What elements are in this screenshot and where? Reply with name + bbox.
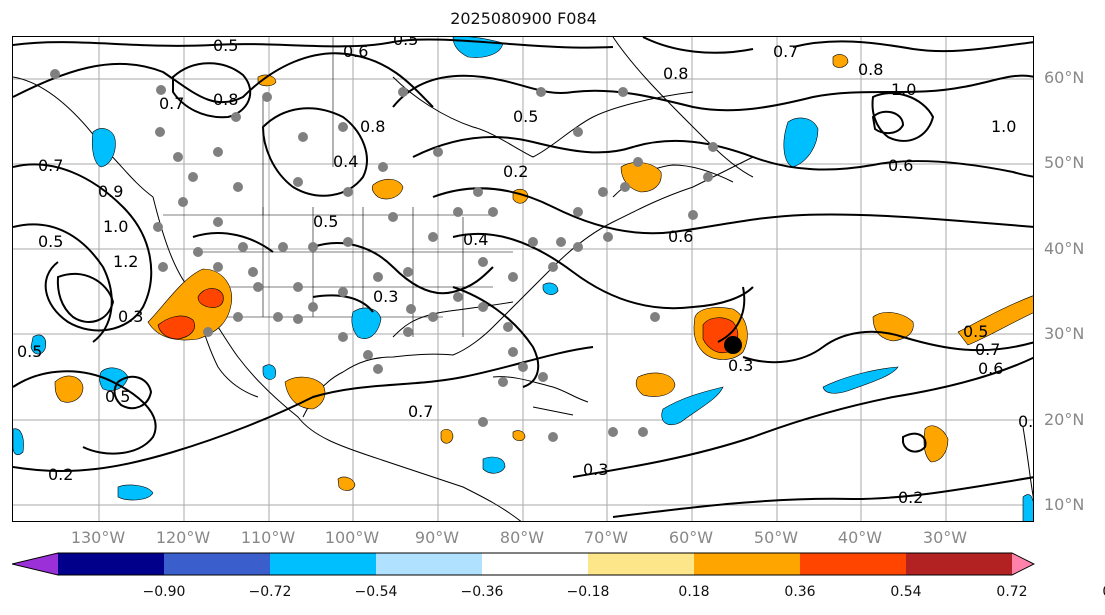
lat-label: 10°N — [1044, 495, 1085, 514]
colorbar-extend-low — [12, 553, 58, 575]
contour-label: 1.2 — [113, 252, 138, 271]
graticule — [13, 37, 1033, 521]
contour-label: 0.4 — [333, 152, 358, 171]
contour-label: 0.6 — [343, 42, 368, 61]
contour-label: 0.3 — [373, 287, 398, 306]
lon-label: 110°W — [240, 528, 296, 547]
lat-label: 60°N — [1044, 68, 1085, 87]
lon-label: 90°W — [414, 528, 460, 547]
colorbar-segment — [58, 553, 165, 575]
contour-label: 0.5 — [393, 37, 418, 49]
contour-label: 0.8 — [360, 117, 385, 136]
contour-label: 0.7 — [38, 156, 63, 175]
colorbar-tick-label: 0.90 — [1102, 584, 1105, 600]
colorbar-segments — [12, 553, 1034, 575]
colorbar-tick-label: 0.18 — [678, 584, 710, 600]
contour-label: 0.7 — [408, 402, 433, 421]
map-title: 2025080900 F084 — [450, 9, 597, 28]
lat-label: 50°N — [1044, 153, 1085, 172]
contour-label: 0.6 — [978, 359, 1003, 378]
contour-label: 0.3 — [118, 307, 143, 326]
contour-label: 0.5 — [38, 232, 63, 251]
colorbar-tick-label: −0.54 — [354, 584, 398, 600]
colorbar-segment — [800, 553, 907, 575]
station-dots — [50, 69, 718, 442]
contour-label: 0.8 — [213, 90, 238, 109]
contour-label: 1.0 — [891, 80, 916, 99]
contour-label: 0.6 — [668, 227, 693, 246]
lat-label: 20°N — [1044, 410, 1085, 429]
colorbar-tick-label: 0.54 — [890, 584, 922, 600]
lon-label: 100°W — [324, 528, 380, 547]
colorbar-segment — [694, 553, 801, 575]
contour-label: 0.3 — [1018, 412, 1034, 431]
contour-label: 0.5 — [963, 322, 988, 341]
map-canvas: 0.5 0.6 0.5 0.8 0.8 1.0 1.0 0.7 0.8 0.7 … — [13, 37, 1034, 521]
colorbar-segment — [588, 553, 695, 575]
lon-label: 80°W — [499, 528, 545, 547]
contour-label: 0.6 — [888, 156, 913, 175]
map-panel: 0.5 0.6 0.5 0.8 0.8 1.0 1.0 0.7 0.8 0.7 … — [12, 36, 1034, 522]
contour-label: 1.0 — [103, 217, 128, 236]
contour-label-group: 0.5 0.6 0.5 0.8 0.8 1.0 1.0 0.7 0.8 0.7 … — [17, 37, 1034, 507]
contour-label: 1.0 — [991, 117, 1016, 136]
lon-label: 120°W — [155, 528, 211, 547]
contour-label: 0.5 — [213, 37, 238, 55]
contour-label: 0.7 — [773, 42, 798, 61]
colorbar-segment — [906, 553, 1013, 575]
colorbar-segment — [164, 553, 271, 575]
colorbar — [12, 552, 1035, 576]
lon-label: 30°W — [922, 528, 968, 547]
contour-label: 0.8 — [663, 64, 688, 83]
contour-label: 0.2 — [503, 162, 528, 181]
colorbar-tick-label: −0.90 — [142, 584, 186, 600]
colorbar-tick-label: −0.36 — [460, 584, 504, 600]
highlight-marker — [724, 336, 742, 354]
contour-label: 0.7 — [975, 340, 1000, 359]
lon-label: 50°W — [753, 528, 799, 547]
colorbar-extend-high — [1012, 553, 1034, 575]
contour-label: 0.5 — [513, 107, 538, 126]
colorbar-segment — [376, 553, 483, 575]
colorbar-segment — [482, 553, 589, 575]
colorbar-tick-label: 0.36 — [784, 584, 816, 600]
contour-label: 0.5 — [17, 342, 42, 361]
colorbar-tick-label: −0.18 — [566, 584, 610, 600]
lon-label: 40°W — [837, 528, 883, 547]
contour-label: 0.3 — [728, 356, 753, 375]
contour-label: 0.9 — [98, 182, 123, 201]
lon-label: 60°W — [668, 528, 714, 547]
colorbar-tick-label: −0.72 — [248, 584, 292, 600]
lon-label: 130°W — [70, 528, 126, 547]
lat-label: 40°N — [1044, 239, 1085, 258]
contour-label: 0.8 — [858, 60, 883, 79]
contour-label: 0.5 — [313, 212, 338, 231]
colorbar-segment — [270, 553, 377, 575]
contour-label: 0.5 — [105, 387, 130, 406]
colorbar-tick-label: 0.72 — [996, 584, 1028, 600]
contour-label: 0.7 — [159, 94, 184, 113]
contour-label: 0.2 — [48, 465, 73, 484]
contour-label: 0.3 — [583, 460, 608, 479]
contour-label: 0.4 — [463, 230, 488, 249]
contour-lines — [13, 37, 1033, 518]
lon-label: 70°W — [583, 528, 629, 547]
political-borders — [163, 37, 513, 337]
contour-label: 0.2 — [898, 488, 923, 507]
lat-label: 30°N — [1044, 324, 1085, 343]
